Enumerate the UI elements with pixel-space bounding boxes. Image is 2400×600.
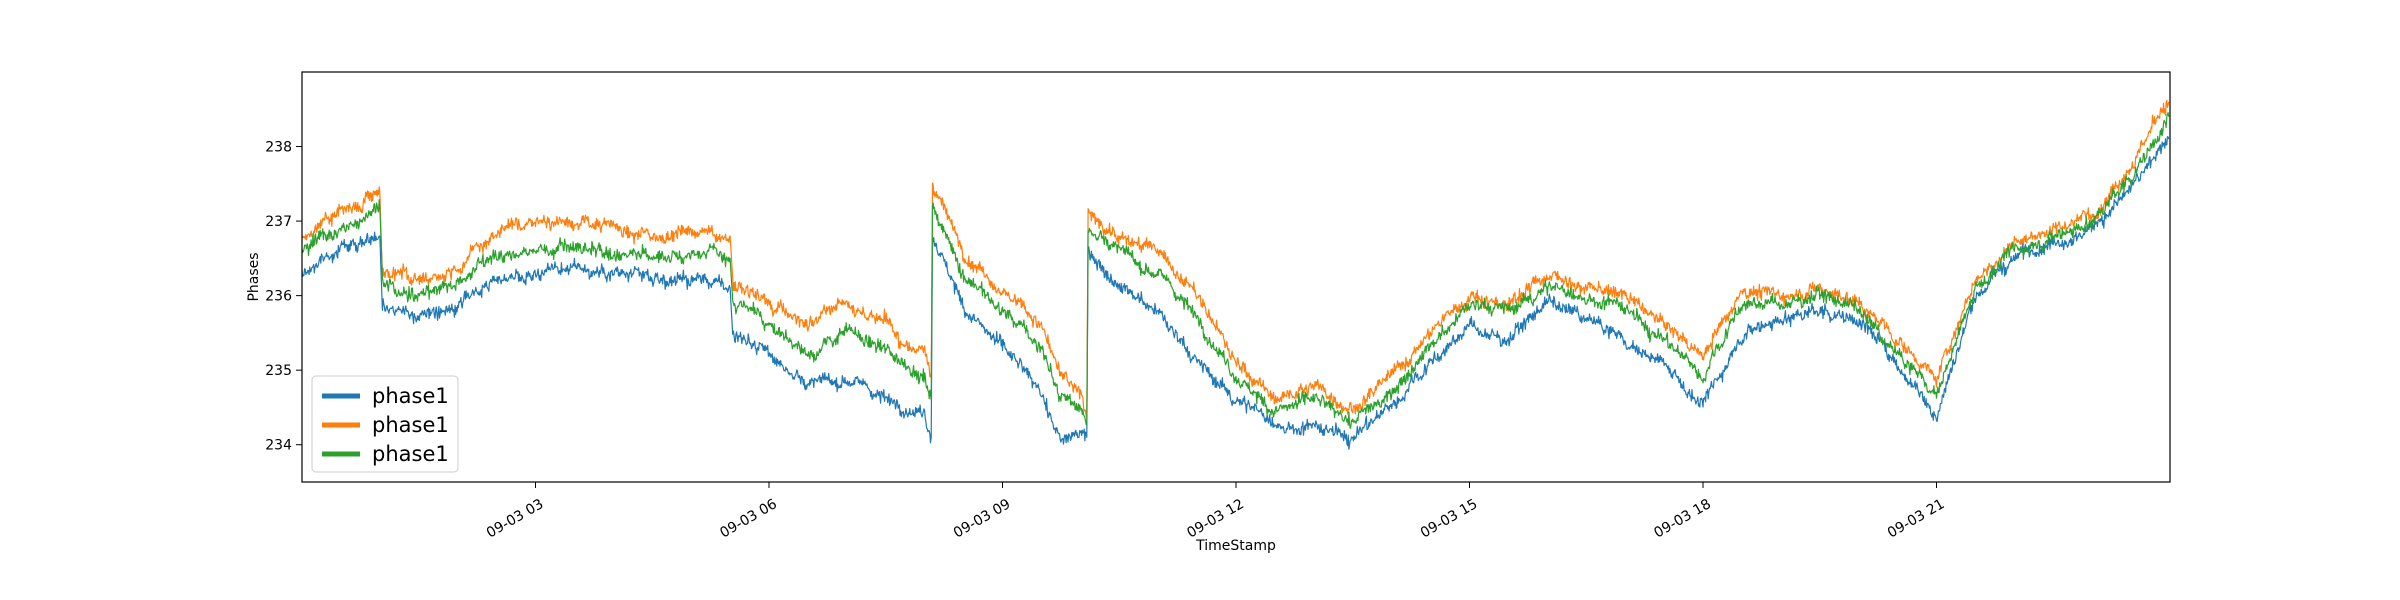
y-axis-label: Phases [246, 252, 262, 301]
y-tick-label: 235 [265, 363, 292, 379]
legend-label: phase1 [372, 442, 449, 466]
y-tick-label: 237 [265, 214, 292, 230]
y-tick-label: 238 [265, 140, 292, 156]
series-line-2 [301, 99, 2170, 417]
series-line-3 [301, 112, 2170, 429]
series-layer [301, 99, 2170, 450]
series-line-1 [301, 136, 2170, 450]
y-tick-label: 236 [265, 289, 292, 305]
legend-label: phase1 [372, 413, 449, 437]
legend: phase1 phase1 phase1 [311, 375, 459, 473]
x-axis-label: TimeStamp [1195, 538, 1276, 554]
y-axis: 234 235 236 237 238 [265, 140, 302, 454]
y-tick-label: 234 [265, 438, 292, 454]
legend-box [311, 375, 459, 473]
legend-label: phase1 [372, 384, 449, 408]
